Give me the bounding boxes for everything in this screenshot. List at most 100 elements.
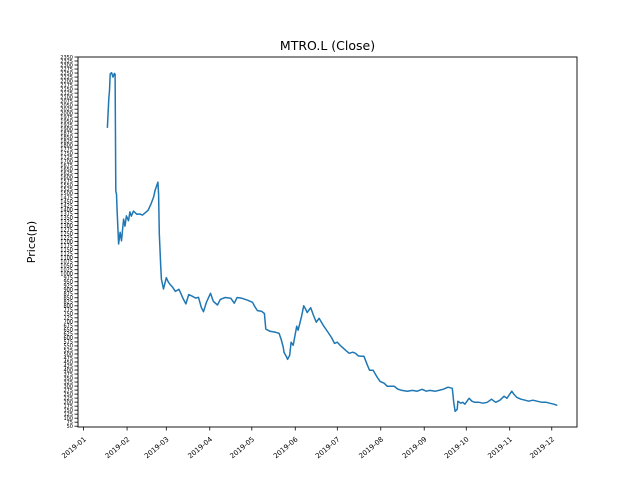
y-tick-label: 2300 [60, 63, 73, 69]
y-tick-label: 200 [63, 400, 73, 406]
y-tick-label: 1000 [60, 272, 73, 278]
y-tick-label: 500 [63, 352, 73, 358]
y-tick-label: 2100 [60, 95, 73, 101]
y-tick-label: 1100 [60, 255, 73, 261]
y-tick-label: 1725 [60, 155, 73, 161]
y-tick-label: 1700 [60, 159, 73, 165]
y-tick-label: 1125 [60, 251, 73, 257]
y-tick-label: 575 [63, 340, 73, 346]
y-tick-label: 1175 [60, 243, 73, 249]
y-tick-label: 2350 [60, 55, 73, 61]
y-tick-label: 2075 [60, 99, 73, 105]
y-tick-label: 1750 [60, 151, 73, 157]
y-tick-label: 175 [63, 404, 73, 410]
y-tick-label: 475 [63, 356, 73, 362]
y-tick-label: 1875 [60, 131, 73, 137]
y-tick-label: 75 [67, 420, 73, 426]
y-tick-label: 800 [63, 304, 73, 310]
y-tick-label: 375 [63, 372, 73, 378]
y-tick-label: 1250 [60, 231, 73, 237]
y-tick-label: 1300 [60, 223, 73, 229]
y-tick-label: 2325 [60, 59, 73, 65]
y-tick-label: 1475 [60, 195, 73, 201]
y-tick-label: 950 [63, 280, 73, 286]
y-tick-label: 525 [63, 348, 73, 354]
y-tick-label: 1625 [60, 171, 73, 177]
y-tick-label: 1600 [60, 175, 73, 181]
y-tick-label: 775 [63, 308, 73, 314]
y-tick-label: 1200 [60, 239, 73, 245]
y-tick-label: 2225 [60, 75, 73, 81]
y-tick-label: 2175 [60, 83, 73, 89]
y-tick-label: 650 [63, 328, 73, 334]
y-tick-label: 1575 [60, 179, 73, 185]
y-tick-label: 325 [63, 380, 73, 386]
y-tick-label: 1950 [60, 119, 73, 125]
y-tick-label: 1425 [60, 203, 73, 209]
y-tick-label: 225 [63, 396, 73, 402]
y-tick-label: 1650 [60, 167, 73, 173]
y-tick-label: 1325 [60, 219, 73, 225]
y-tick-label: 2200 [60, 79, 73, 85]
y-tick-label: 250 [63, 392, 73, 398]
y-tick-label: 600 [63, 336, 73, 342]
y-axis-label: Price(p) [25, 221, 38, 263]
y-tick-label: 850 [63, 296, 73, 302]
y-tick-label: 1925 [60, 123, 73, 129]
y-tick-label: 275 [63, 388, 73, 394]
y-tick-label: 1225 [60, 235, 73, 241]
y-tick-label: 1150 [60, 247, 73, 253]
y-tick-label: 2125 [60, 91, 73, 97]
y-tick-label: 725 [63, 316, 73, 322]
y-tick-label: 1800 [60, 143, 73, 149]
y-tick-label: 1275 [60, 227, 73, 233]
y-tick-label: 50 [67, 424, 73, 430]
y-tick-label: 700 [63, 320, 73, 326]
y-tick-label: 350 [63, 376, 73, 382]
y-tick-label: 1775 [60, 147, 73, 153]
y-tick-label: 625 [63, 332, 73, 338]
y-tick-label: 1550 [60, 183, 73, 189]
y-tick-label: 450 [63, 360, 73, 366]
y-tick-label: 2275 [60, 67, 73, 73]
y-tick-label: 550 [63, 344, 73, 350]
y-tick-label: 425 [63, 364, 73, 370]
plot-area [77, 56, 578, 428]
y-tick-label: 750 [63, 312, 73, 318]
price-line-group [106, 71, 558, 413]
y-tick-label: 900 [63, 288, 73, 294]
y-tick-label: 1025 [60, 267, 73, 273]
y-tick-label: 2000 [60, 111, 73, 117]
y-tick-label: 2025 [60, 107, 73, 113]
y-tick-label: 1675 [60, 163, 73, 169]
y-tick-label: 825 [63, 300, 73, 306]
y-tick-label: 675 [63, 324, 73, 330]
y-tick-label: 150 [63, 408, 73, 414]
y-tick-label: 1075 [60, 259, 73, 265]
y-tick-label: 1825 [60, 139, 73, 145]
y-tick-label: 2050 [60, 103, 73, 109]
y-tick-label: 1850 [60, 135, 73, 141]
y-tick-label: 1050 [60, 263, 73, 269]
y-tick-label: 1350 [60, 215, 73, 221]
y-tick-label: 1400 [60, 207, 73, 213]
y-tick-label: 2150 [60, 87, 73, 93]
chart-title: MTRO.L (Close) [280, 38, 375, 53]
y-tick-label: 1500 [60, 191, 73, 197]
y-tick-label: 1450 [60, 199, 73, 205]
y-tick-label: 1975 [60, 115, 73, 121]
y-tick-label: 300 [63, 384, 73, 390]
y-tick-label: 100 [63, 416, 73, 422]
y-tick-label: 125 [63, 412, 73, 418]
y-tick-label: 1525 [60, 187, 73, 193]
y-tick-label: 2250 [60, 71, 73, 77]
y-tick-label: 1900 [60, 127, 73, 133]
y-tick-label: 400 [63, 368, 73, 374]
y-tick-label: 925 [63, 284, 73, 290]
y-tick-label: 975 [63, 276, 73, 282]
y-tick-label: 1375 [60, 211, 73, 217]
price-line [106, 71, 558, 413]
